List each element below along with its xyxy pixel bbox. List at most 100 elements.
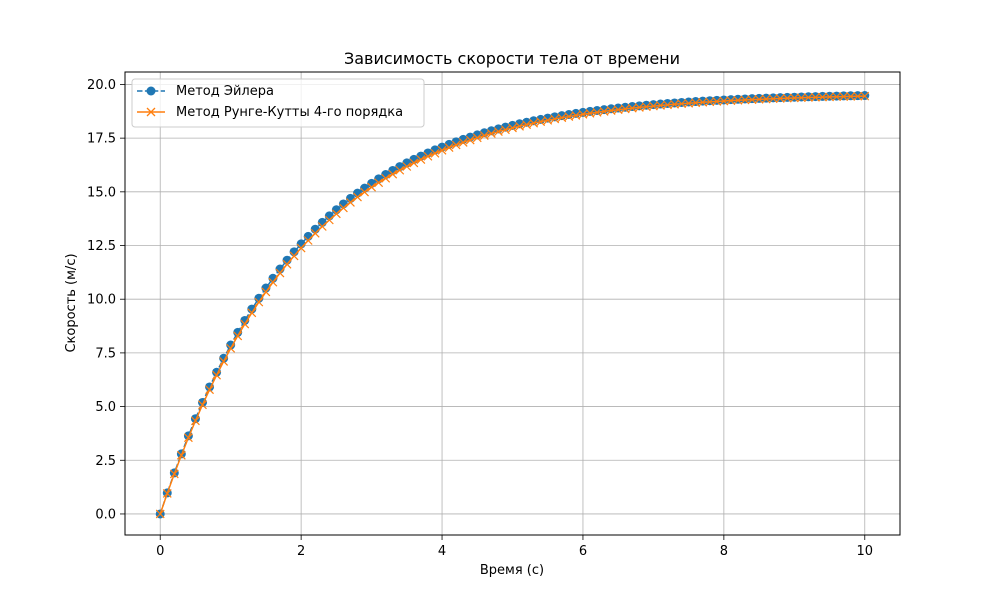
legend-box	[131, 78, 425, 128]
data-point-runge-kutta	[212, 370, 222, 380]
y-tick-label: 7.5	[95, 346, 116, 361]
data-point-runge-kutta	[430, 148, 440, 158]
data-point-euler	[747, 94, 757, 104]
data-point-runge-kutta	[381, 173, 391, 183]
data-point-runge-kutta	[169, 469, 179, 479]
data-point-runge-kutta	[395, 165, 405, 175]
data-point-runge-kutta	[846, 91, 856, 101]
data-point-runge-kutta	[183, 433, 193, 443]
data-point-runge-kutta	[226, 343, 236, 353]
data-point-runge-kutta	[268, 277, 278, 287]
data-point-runge-kutta	[585, 108, 595, 118]
legend: Метод Эйлера Метод Рунге-Кутты 4-го поря…	[131, 78, 425, 128]
data-point-runge-kutta	[402, 162, 412, 171]
data-point-runge-kutta	[486, 129, 496, 138]
data-point-runge-kutta	[303, 236, 313, 245]
legend-entry-euler: Метод Эйлера	[137, 84, 274, 99]
data-point-runge-kutta	[761, 94, 771, 104]
data-point-runge-kutta	[684, 98, 694, 108]
y-tick-label: 0.0	[95, 507, 116, 522]
data-point-runge-kutta	[712, 97, 722, 106]
data-point-runge-kutta	[479, 131, 489, 141]
data-point-runge-kutta	[663, 100, 672, 110]
data-point-euler	[754, 93, 764, 103]
data-point-euler	[698, 96, 708, 106]
data-point-runge-kutta	[289, 251, 299, 261]
y-tick-label: 17.5	[87, 132, 116, 147]
data-point-runge-kutta	[388, 169, 398, 179]
data-point-runge-kutta	[775, 94, 785, 103]
data-point-runge-kutta	[860, 91, 870, 101]
data-point-runge-kutta	[310, 228, 320, 238]
y-tick-label: 2.5	[95, 454, 116, 469]
plot-frame	[124, 71, 901, 536]
axis-ticks: 0 2 4 6 8 10 0.0 2.5 5.0 7.5 10.0 12.5 15.0 17.5 20.0	[87, 78, 873, 559]
x-tick-label: 2	[297, 544, 305, 559]
data-point-euler	[726, 95, 736, 105]
y-tick-label: 20.0	[87, 78, 116, 93]
data-point-runge-kutta	[458, 138, 468, 147]
data-point-runge-kutta	[853, 91, 863, 101]
data-point-runge-kutta	[472, 133, 482, 143]
data-point-runge-kutta	[451, 140, 461, 150]
data-point-runge-kutta	[155, 509, 165, 519]
data-point-runge-kutta	[578, 109, 588, 119]
data-point-euler	[733, 94, 743, 104]
data-point-runge-kutta	[437, 145, 447, 155]
data-point-runge-kutta	[641, 102, 651, 112]
data-point-runge-kutta	[613, 105, 623, 115]
data-point-runge-kutta	[162, 488, 172, 498]
data-point-runge-kutta	[317, 222, 327, 231]
data-point-runge-kutta	[240, 319, 250, 329]
data-point-euler	[761, 93, 771, 103]
data-point-runge-kutta	[247, 308, 257, 318]
data-point-runge-kutta	[423, 151, 433, 161]
data-point-runge-kutta	[550, 114, 560, 124]
data-point-runge-kutta	[515, 121, 524, 131]
data-point-runge-kutta	[346, 197, 355, 207]
plot-area	[125, 72, 900, 535]
data-point-runge-kutta	[261, 287, 271, 297]
data-point-runge-kutta	[656, 101, 665, 110]
y-tick-label: 5.0	[95, 400, 116, 415]
data-point-euler	[768, 93, 778, 103]
data-point-runge-kutta	[275, 268, 285, 278]
data-point-runge-kutta	[493, 127, 503, 137]
y-axis-title: Скорость (м/с)	[64, 253, 79, 352]
data-point-runge-kutta	[634, 103, 644, 112]
data-point-runge-kutta	[282, 259, 292, 269]
data-point-runge-kutta	[564, 112, 574, 121]
data-point-runge-kutta	[508, 123, 517, 133]
data-point-runge-kutta	[367, 182, 377, 192]
data-point-runge-kutta	[205, 385, 214, 395]
data-point-euler	[677, 97, 687, 107]
data-point-runge-kutta	[296, 243, 306, 253]
data-point-runge-kutta	[571, 111, 581, 120]
data-point-runge-kutta	[818, 92, 827, 102]
legend-marker-euler	[146, 86, 156, 96]
series-layer	[155, 91, 870, 519]
x-tick-label: 6	[579, 544, 587, 559]
data-point-euler	[740, 94, 750, 104]
data-point-runge-kutta	[719, 96, 729, 106]
data-point-runge-kutta	[254, 297, 264, 307]
data-point-euler	[705, 96, 715, 106]
data-point-runge-kutta	[360, 187, 369, 197]
data-point-runge-kutta	[789, 93, 799, 103]
data-point-runge-kutta	[698, 97, 708, 107]
data-point-runge-kutta	[444, 143, 454, 153]
data-point-runge-kutta	[353, 192, 362, 202]
data-point-euler	[691, 97, 701, 107]
data-point-runge-kutta	[529, 118, 539, 128]
data-point-runge-kutta	[176, 450, 186, 460]
x-tick-label: 0	[156, 544, 164, 559]
data-point-runge-kutta	[557, 113, 567, 123]
x-tick-label: 8	[720, 544, 728, 559]
data-point-runge-kutta	[324, 215, 334, 225]
data-point-runge-kutta	[670, 99, 679, 109]
data-point-runge-kutta	[691, 98, 701, 108]
y-tick-label: 12.5	[87, 239, 116, 254]
legend-marker-runge-kutta	[146, 107, 156, 117]
data-point-runge-kutta	[620, 104, 630, 114]
